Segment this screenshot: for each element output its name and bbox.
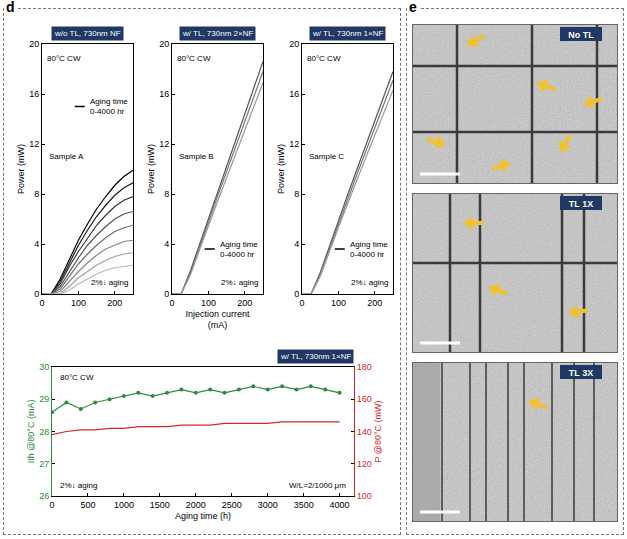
svg-text:16: 16 bbox=[159, 89, 169, 99]
svg-text:4000: 4000 bbox=[330, 500, 350, 510]
svg-text:20: 20 bbox=[289, 39, 299, 49]
svg-text:w/ TL, 730nm 1×NF: w/ TL, 730nm 1×NF bbox=[312, 29, 383, 38]
svg-text:Aging time0-4000 hr: Aging time0-4000 hr bbox=[350, 240, 388, 259]
svg-text:Power (mW): Power (mW) bbox=[16, 144, 26, 194]
svg-text:100: 100 bbox=[357, 491, 372, 501]
svg-text:80°C CW: 80°C CW bbox=[47, 54, 81, 63]
svg-text:8: 8 bbox=[164, 189, 169, 199]
svg-text:Aging time0-4000 hr: Aging time0-4000 hr bbox=[220, 240, 258, 259]
svg-text:2%↓ aging: 2%↓ aging bbox=[221, 278, 258, 287]
svg-text:2%↓ aging: 2%↓ aging bbox=[351, 278, 388, 287]
svg-text:200: 200 bbox=[367, 298, 382, 308]
svg-text:16: 16 bbox=[29, 89, 39, 99]
svg-text:8: 8 bbox=[294, 189, 299, 199]
svg-text:12: 12 bbox=[289, 139, 299, 149]
svg-text:12: 12 bbox=[29, 139, 39, 149]
svg-text:4: 4 bbox=[294, 239, 299, 249]
svg-text:Sample A: Sample A bbox=[49, 152, 84, 161]
svg-text:0: 0 bbox=[164, 289, 169, 299]
svg-text:100: 100 bbox=[71, 298, 86, 308]
svg-text:Sample B: Sample B bbox=[179, 152, 214, 161]
svg-text:80°C CW: 80°C CW bbox=[177, 54, 211, 63]
svg-text:2000: 2000 bbox=[186, 500, 206, 510]
svg-text:16: 16 bbox=[289, 89, 299, 99]
svg-text:Ith @80°C (mA): Ith @80°C (mA) bbox=[26, 400, 36, 464]
html-text:d: d bbox=[6, 0, 15, 15]
svg-text:2%↓ aging: 2%↓ aging bbox=[91, 278, 128, 287]
svg-text:80°C CW: 80°C CW bbox=[60, 373, 94, 382]
svg-text:Power (mW): Power (mW) bbox=[146, 144, 156, 194]
svg-text:100: 100 bbox=[201, 298, 216, 308]
svg-text:W/L=2/1000 μm: W/L=2/1000 μm bbox=[289, 481, 346, 490]
svg-text:0: 0 bbox=[49, 500, 54, 510]
svg-text:26: 26 bbox=[39, 491, 49, 501]
svg-text:80°C CW: 80°C CW bbox=[307, 54, 341, 63]
svg-text:29: 29 bbox=[39, 394, 49, 404]
svg-text:No TL: No TL bbox=[568, 30, 594, 40]
svg-text:2%↓ aging: 2%↓ aging bbox=[60, 481, 97, 490]
svg-text:TL 3X: TL 3X bbox=[569, 368, 593, 378]
svg-text:TL 1X: TL 1X bbox=[569, 199, 593, 209]
svg-text:0: 0 bbox=[294, 289, 299, 299]
svg-text:180: 180 bbox=[357, 362, 372, 372]
svg-text:100: 100 bbox=[331, 298, 346, 308]
svg-text:20: 20 bbox=[159, 39, 169, 49]
svg-text:120: 120 bbox=[357, 459, 372, 469]
svg-text:P @80°C (mW): P @80°C (mW) bbox=[373, 400, 383, 462]
svg-text:8: 8 bbox=[34, 189, 39, 199]
svg-text:20: 20 bbox=[29, 39, 39, 49]
svg-text:2500: 2500 bbox=[222, 500, 242, 510]
svg-text:w/o TL, 730nm NF: w/o TL, 730nm NF bbox=[54, 29, 121, 38]
svg-text:12: 12 bbox=[159, 139, 169, 149]
svg-text:0: 0 bbox=[299, 298, 304, 308]
svg-text:4: 4 bbox=[164, 239, 169, 249]
svg-text:w/ TL, 730nm 2×NF: w/ TL, 730nm 2×NF bbox=[182, 29, 253, 38]
svg-text:Aging time (h): Aging time (h) bbox=[175, 511, 231, 521]
svg-text:0: 0 bbox=[34, 289, 39, 299]
svg-text:4: 4 bbox=[34, 239, 39, 249]
svg-text:200: 200 bbox=[107, 298, 122, 308]
svg-text:1000: 1000 bbox=[114, 500, 134, 510]
svg-text:3500: 3500 bbox=[294, 500, 314, 510]
svg-text:Sample C: Sample C bbox=[309, 152, 344, 161]
svg-text:Power (mW): Power (mW) bbox=[276, 144, 286, 194]
svg-text:28: 28 bbox=[39, 427, 49, 437]
svg-text:1500: 1500 bbox=[150, 500, 170, 510]
svg-text:0: 0 bbox=[169, 298, 174, 308]
svg-text:160: 160 bbox=[357, 394, 372, 404]
svg-text:200: 200 bbox=[237, 298, 252, 308]
svg-text:30: 30 bbox=[39, 362, 49, 372]
svg-text:Aging time0-4000 hr: Aging time0-4000 hr bbox=[90, 97, 128, 116]
svg-text:Injection current(mA): Injection current(mA) bbox=[185, 309, 250, 331]
svg-text:w/ TL, 730nm 1×NF: w/ TL, 730nm 1×NF bbox=[280, 352, 351, 361]
svg-text:3000: 3000 bbox=[258, 500, 278, 510]
svg-text:27: 27 bbox=[39, 459, 49, 469]
svg-text:0: 0 bbox=[39, 298, 44, 308]
svg-text:140: 140 bbox=[357, 427, 372, 437]
svg-text:500: 500 bbox=[80, 500, 95, 510]
html-text:e: e bbox=[409, 0, 417, 15]
